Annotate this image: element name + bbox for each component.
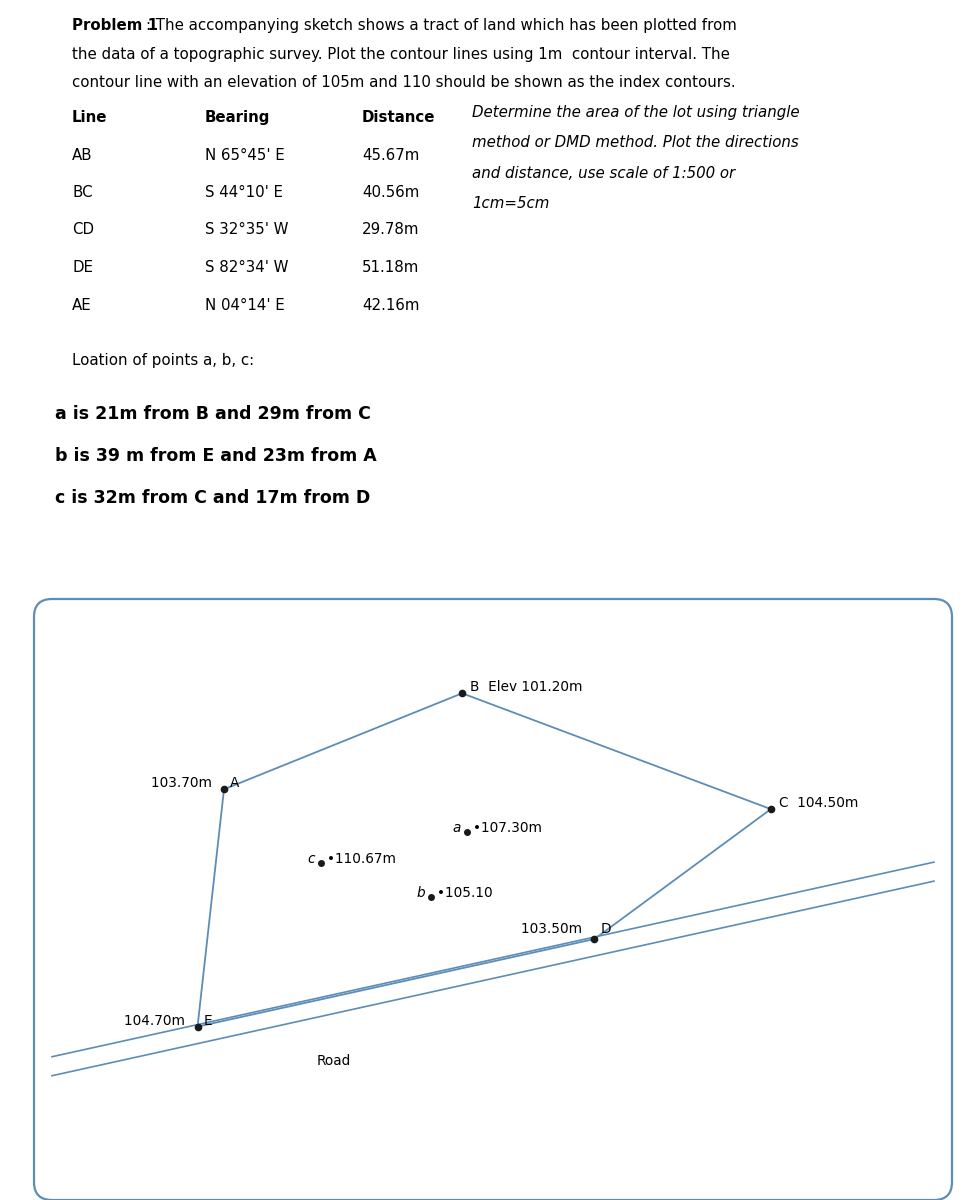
- Text: : The accompanying sketch shows a tract of land which has been plotted from: : The accompanying sketch shows a tract …: [146, 18, 737, 32]
- Text: method or DMD method. Plot the directions: method or DMD method. Plot the direction…: [472, 136, 799, 150]
- Text: •110.67m: •110.67m: [327, 852, 396, 865]
- Text: DE: DE: [72, 260, 93, 275]
- Text: Bearing: Bearing: [205, 110, 270, 125]
- Text: 103.70m: 103.70m: [150, 776, 216, 791]
- Text: Determine the area of the lot using triangle: Determine the area of the lot using tria…: [472, 104, 800, 120]
- Text: BC: BC: [72, 185, 93, 200]
- Text: and distance, use scale of 1:500 or: and distance, use scale of 1:500 or: [472, 166, 735, 181]
- Text: 45.67m: 45.67m: [362, 148, 419, 162]
- Text: N 04°14' E: N 04°14' E: [205, 298, 285, 312]
- Text: S 32°35' W: S 32°35' W: [205, 222, 289, 238]
- Text: E: E: [204, 1014, 213, 1027]
- Text: S 82°34' W: S 82°34' W: [205, 260, 289, 275]
- Text: 103.50m: 103.50m: [521, 922, 586, 936]
- Text: contour line with an elevation of 105m and 110 should be shown as the index cont: contour line with an elevation of 105m a…: [72, 74, 735, 90]
- Text: Road: Road: [317, 1054, 351, 1068]
- Text: •107.30m: •107.30m: [473, 821, 541, 835]
- Text: 40.56m: 40.56m: [362, 185, 419, 200]
- Text: B  Elev 101.20m: B Elev 101.20m: [470, 680, 583, 695]
- Text: a is 21m from B and 29m from C: a is 21m from B and 29m from C: [55, 404, 371, 422]
- Text: 42.16m: 42.16m: [362, 298, 419, 312]
- Text: D: D: [601, 922, 611, 936]
- Text: A: A: [230, 776, 240, 791]
- Text: the data of a topographic survey. Plot the contour lines using 1m  contour inter: the data of a topographic survey. Plot t…: [72, 47, 730, 61]
- Text: 51.18m: 51.18m: [362, 260, 419, 275]
- Text: •105.10: •105.10: [437, 886, 493, 900]
- Text: Line: Line: [72, 110, 107, 125]
- Text: a: a: [452, 821, 460, 835]
- Text: Distance: Distance: [362, 110, 436, 125]
- Text: b is 39 m from E and 23m from A: b is 39 m from E and 23m from A: [55, 446, 376, 464]
- Text: c is 32m from C and 17m from D: c is 32m from C and 17m from D: [55, 488, 371, 506]
- Text: 1cm=5cm: 1cm=5cm: [472, 197, 549, 211]
- Text: C  104.50m: C 104.50m: [779, 796, 858, 810]
- Text: Problem 1: Problem 1: [72, 18, 158, 32]
- Text: 29.78m: 29.78m: [362, 222, 419, 238]
- FancyBboxPatch shape: [34, 599, 952, 1200]
- Text: N 65°45' E: N 65°45' E: [205, 148, 285, 162]
- Text: c: c: [307, 852, 315, 865]
- Text: AE: AE: [72, 298, 92, 312]
- Text: 104.70m: 104.70m: [124, 1014, 189, 1027]
- Text: AB: AB: [72, 148, 93, 162]
- Text: Loation of points a, b, c:: Loation of points a, b, c:: [72, 353, 254, 368]
- Text: b: b: [416, 886, 425, 900]
- Text: CD: CD: [72, 222, 94, 238]
- Text: S 44°10' E: S 44°10' E: [205, 185, 283, 200]
